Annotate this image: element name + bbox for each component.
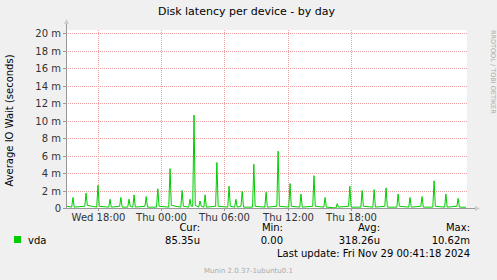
y-tick [63,33,66,34]
x-tick-label: Thu 06:00 [198,212,250,223]
stat-header: Max: [446,222,470,233]
side-text: RRDTOOL / TOBI OETIKER [489,30,497,114]
y-tick-label: 20 m [35,28,61,39]
y-tick [63,86,66,87]
grid-line [66,86,467,87]
y-tick-label: 18 m [35,46,61,57]
y-tick [63,121,66,122]
y-tick-label: 8 m [42,133,61,144]
y-tick-label: 12 m [35,98,61,109]
legend-label: vda [28,235,46,246]
grid-line [66,138,467,139]
chart: Disk latency per device - by day Average … [0,0,497,280]
legend-swatch [14,236,21,243]
stat-header: Cur: [179,222,200,233]
axis-arrow [64,19,69,24]
stat-value: 318.26u [339,235,380,246]
stat-header: Avg: [358,222,380,233]
grid-line [66,173,467,174]
y-tick-label: 10 m [35,116,61,127]
credit: Munin 2.0.37-1ubuntu0.1 [204,267,293,275]
y-tick-label: 16 m [35,63,61,74]
y-tick [63,103,66,104]
grid-line [66,156,467,157]
background [0,0,497,280]
y-tick-label: 6 m [42,151,61,162]
y-tick-label: 0 [55,203,61,214]
series-line [67,115,466,208]
y-tick [63,191,66,192]
x-axis [66,208,475,209]
grid-line [66,103,467,104]
grid-line [224,30,225,208]
stat-value: 85.35u [165,235,200,246]
y-tick [63,51,66,52]
y-tick [63,173,66,174]
plot-area [66,30,467,208]
y-axis-label: Average IO Wait (seconds) [4,54,15,186]
y-tick [63,68,66,69]
y-tick-label: 2 m [42,186,61,197]
axis-arrow [475,206,480,211]
grid-line [161,30,162,208]
title: Disk latency per device - by day [158,5,336,18]
grid-line [66,121,467,122]
grid-line [351,30,352,208]
x-tick-label: Wed 18:00 [72,212,126,223]
grid-line [288,30,289,208]
y-tick [63,138,66,139]
footer: Last update: Fri Nov 29 00:41:18 2024 [277,248,470,259]
grid-line [66,33,467,34]
stat-value: 10.62m [432,235,470,246]
y-tick-label: 4 m [42,168,61,179]
grid-line [66,68,467,69]
grid-line [66,191,467,192]
series-group [67,115,466,208]
grid-line [66,51,467,52]
y-tick [63,156,66,157]
stat-value: 0.00 [261,235,283,246]
y-tick-label: 14 m [35,81,61,92]
stat-header: Min: [262,222,283,233]
y-axis [66,23,67,208]
y-tick [63,208,66,209]
grid-line [98,30,99,208]
